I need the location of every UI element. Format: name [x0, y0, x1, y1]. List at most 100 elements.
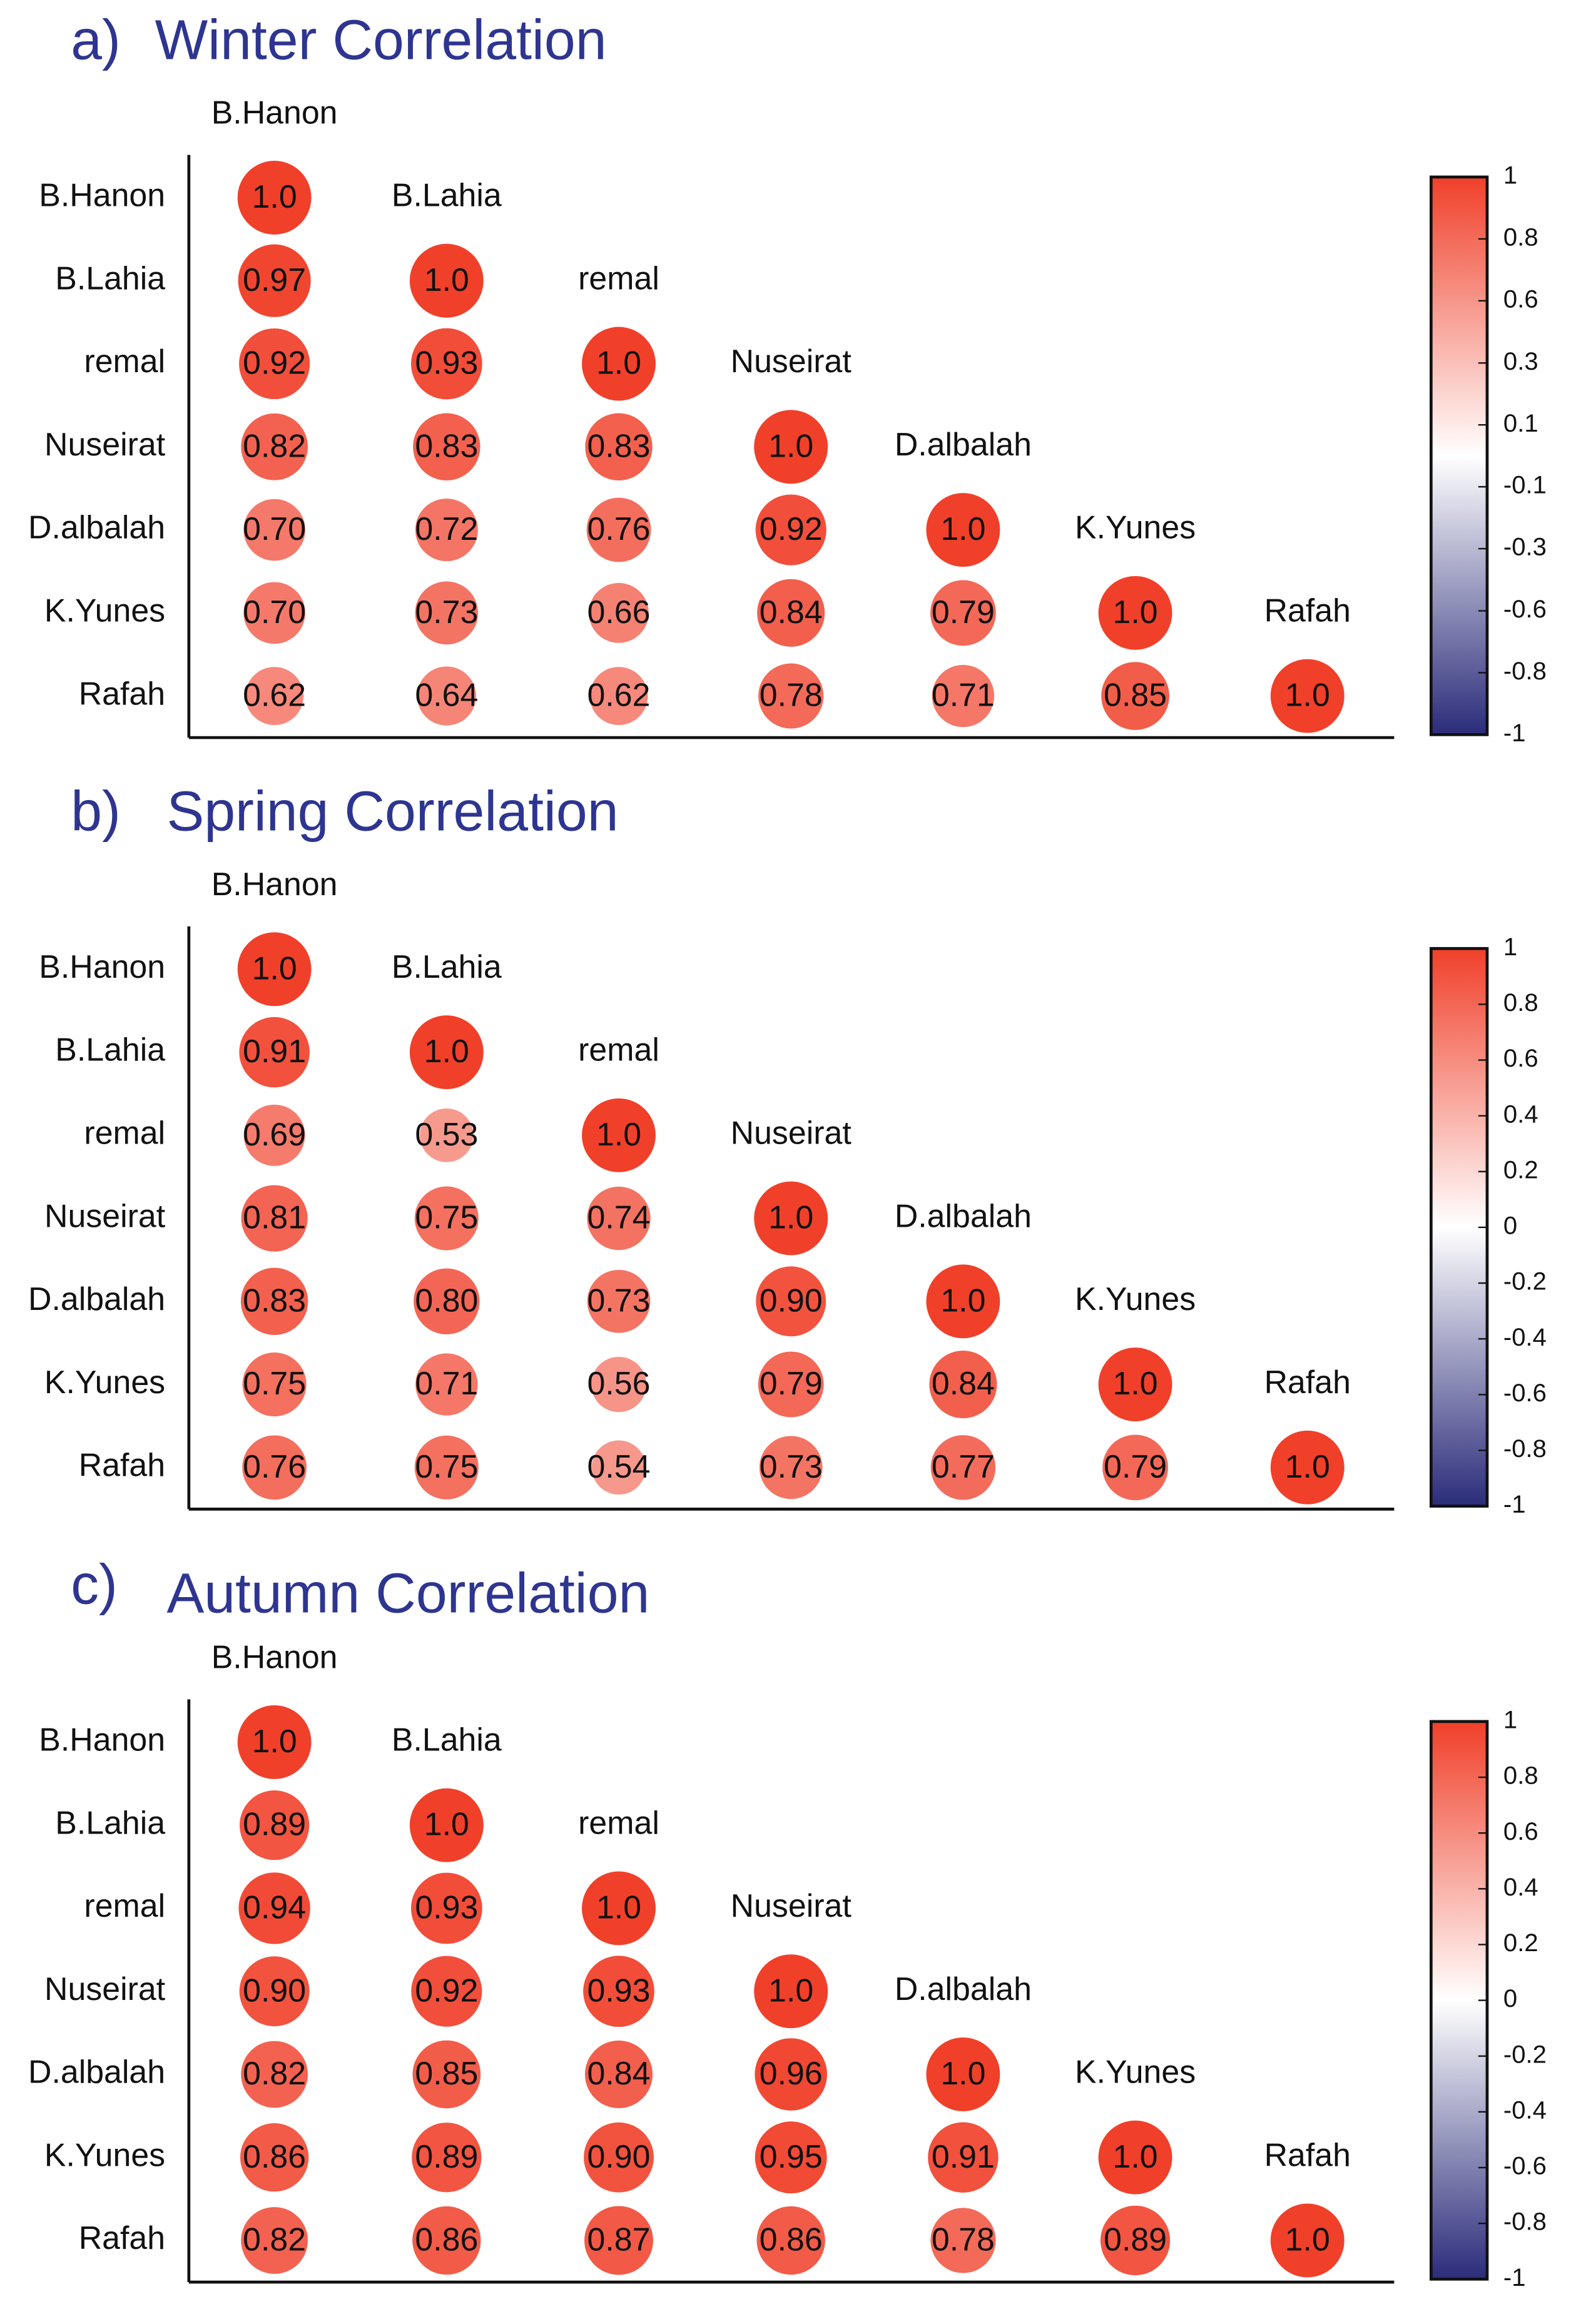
correlation-circle — [754, 1954, 828, 2029]
cell-label: 0.83 — [415, 427, 478, 464]
column-label: Rafah — [1264, 1364, 1351, 1400]
correlation-circle — [1098, 1347, 1172, 1422]
cell-label: 0.76 — [587, 510, 651, 547]
cell-label: 0.72 — [415, 510, 478, 547]
cell-label: 0.78 — [932, 2221, 995, 2258]
correlation-circle — [582, 1871, 656, 1946]
correlation-circle — [587, 1269, 651, 1333]
cell-label: 0.92 — [415, 1972, 478, 2008]
cell-label: 0.86 — [415, 2221, 478, 2258]
cell-label: 1.0 — [1285, 677, 1330, 713]
correlation-circle — [930, 580, 996, 646]
correlation-circle — [412, 2123, 482, 2193]
column-label: B.Hanon — [211, 1639, 338, 1675]
cell-label: 1.0 — [252, 178, 297, 215]
row-label: remal — [84, 1887, 165, 1924]
correlation-circle — [237, 1705, 312, 1779]
cell-label: 1.0 — [424, 1806, 469, 1842]
row-label: B.Hanon — [39, 177, 165, 213]
cell-label: 0.92 — [243, 345, 306, 381]
correlation-circle — [758, 1351, 824, 1418]
cell-label: 0.93 — [415, 1889, 478, 1926]
cell-label: 1.0 — [768, 427, 813, 464]
colorbar-tick-label: -0.8 — [1503, 1435, 1547, 1463]
colorbar-tick-label: 0.8 — [1503, 1762, 1538, 1790]
cell-label: 1.0 — [940, 1282, 985, 1318]
colorbar-tick-label: -0.2 — [1503, 1268, 1547, 1296]
correlation-circle — [239, 328, 310, 400]
colorbar — [1430, 175, 1489, 736]
column-label: B.Lahia — [392, 1722, 502, 1758]
colorbar-tick-label: 0 — [1503, 1985, 1517, 2012]
cell-label: 0.82 — [243, 427, 306, 464]
cell-label: 0.85 — [415, 2055, 478, 2091]
column-label: K.Yunes — [1075, 1281, 1196, 1317]
cell-label: 0.79 — [760, 1365, 823, 1401]
row-label: D.albalah — [28, 2054, 165, 2090]
colorbar-tick-label: 0.1 — [1503, 410, 1538, 437]
panel-label: c) — [71, 1553, 118, 1615]
row-label: B.Hanon — [39, 948, 165, 985]
correlation-circle — [410, 328, 482, 400]
correlation-circle — [409, 243, 484, 318]
cell-label: 0.81 — [243, 1199, 306, 1236]
correlation-circle — [1270, 1430, 1345, 1505]
column-label: B.Hanon — [211, 866, 338, 902]
cell-label: 0.90 — [587, 2138, 651, 2174]
cell-label: 1.0 — [1285, 1448, 1330, 1484]
cell-label: 0.90 — [760, 1282, 823, 1318]
cell-label: 0.83 — [243, 1282, 306, 1318]
colorbar-tick-label: 0.2 — [1503, 1156, 1538, 1184]
cell-label: 0.91 — [932, 2138, 995, 2174]
column-label: K.Yunes — [1075, 2054, 1196, 2090]
correlation-circle — [1100, 2205, 1171, 2276]
correlation-circle — [417, 666, 476, 726]
correlation-circle — [1098, 2120, 1172, 2195]
panel-title: Winter Correlation — [155, 8, 607, 71]
column-label: Nuseirat — [731, 1114, 852, 1150]
cell-label: 0.89 — [243, 1806, 306, 1842]
cell-label: 0.71 — [932, 677, 995, 713]
colorbar-tick-label: 0.6 — [1503, 1818, 1538, 1845]
correlation-circle — [758, 663, 824, 729]
row-label: Nuseirat — [44, 426, 166, 462]
correlation-circle — [415, 581, 479, 645]
cell-label: 0.70 — [243, 594, 306, 630]
column-label: Nuseirat — [731, 343, 852, 379]
cell-label: 0.71 — [415, 1365, 478, 1401]
row-label: Nuseirat — [44, 1971, 166, 2007]
cell-label: 0.84 — [760, 594, 823, 630]
colorbar-tick-label: 0.6 — [1503, 1045, 1538, 1072]
cell-label: 0.82 — [243, 2055, 306, 2091]
cell-label: 0.75 — [415, 1448, 478, 1484]
cell-label: 0.85 — [1104, 677, 1167, 713]
cell-label: 0.86 — [243, 2138, 306, 2174]
colorbar-tick-label: 0 — [1503, 1212, 1517, 1240]
colorbar-tick-label: -0.6 — [1503, 1379, 1547, 1407]
cell-label: 0.87 — [587, 2221, 651, 2258]
colorbar-tick-label: -0.2 — [1503, 2041, 1547, 2068]
correlation-circle — [754, 410, 828, 484]
cell-label: 0.62 — [587, 677, 651, 713]
cell-label: 1.0 — [1113, 2138, 1158, 2174]
cell-label: 0.69 — [243, 1116, 306, 1152]
cell-label: 0.94 — [243, 1889, 306, 1926]
cell-label: 0.75 — [415, 1199, 478, 1236]
correlation-circle — [411, 1956, 482, 2027]
row-label: B.Lahia — [55, 260, 165, 296]
colorbar-tick-label: -1 — [1503, 1491, 1526, 1518]
correlation-circle — [410, 1872, 482, 1944]
cell-label: 0.95 — [760, 2138, 823, 2174]
cell-label: 1.0 — [768, 1972, 813, 2008]
correlation-circle — [586, 497, 651, 562]
colorbar-tick-label: 0.2 — [1503, 1929, 1538, 1957]
correlation-circle — [1270, 2203, 1345, 2278]
correlation-circle — [1101, 662, 1169, 730]
correlation-circle — [241, 413, 308, 480]
panel-label: b) — [71, 780, 121, 843]
correlation-circle — [240, 1790, 310, 1860]
panel-label: a) — [71, 8, 121, 71]
column-label: B.Lahia — [392, 177, 502, 213]
correlation-circle — [412, 2206, 481, 2275]
